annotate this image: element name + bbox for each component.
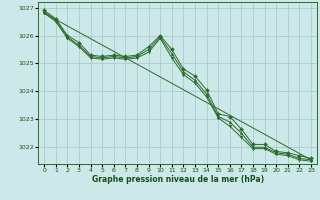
X-axis label: Graphe pression niveau de la mer (hPa): Graphe pression niveau de la mer (hPa) (92, 175, 264, 184)
